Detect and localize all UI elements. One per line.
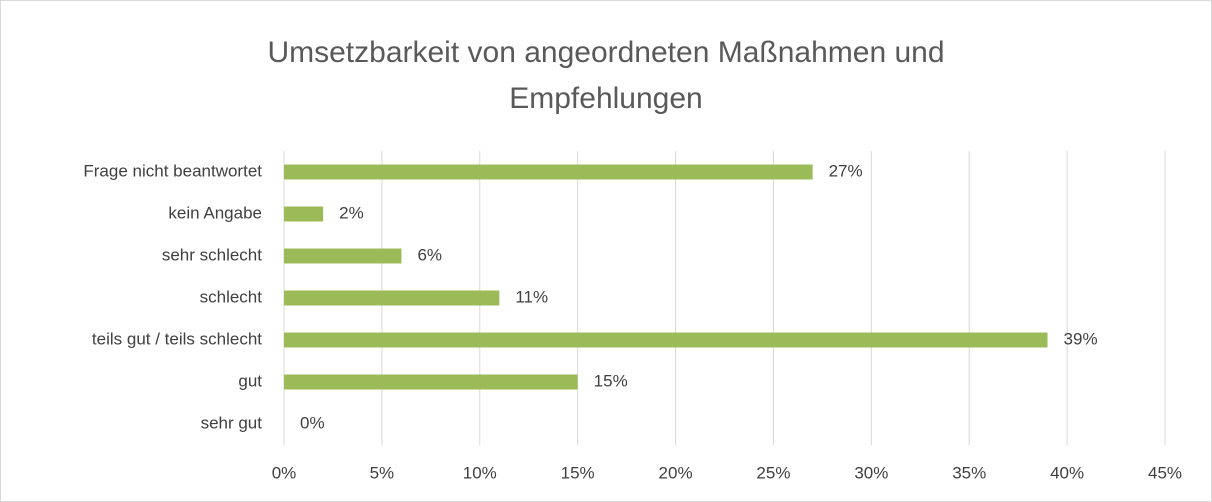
- x-tick-label: 25%: [756, 463, 790, 482]
- y-tick-label: sehr schlecht: [162, 245, 262, 264]
- y-tick-label: teils gut / teils schlecht: [92, 329, 262, 348]
- x-tick-label: 35%: [952, 463, 986, 482]
- x-tick-label: 10%: [463, 463, 497, 482]
- y-tick-label: sehr gut: [201, 413, 263, 432]
- data-label: 39%: [1064, 329, 1098, 348]
- y-tick-label: schlecht: [200, 287, 263, 306]
- data-label: 6%: [417, 245, 442, 264]
- x-tick-label: 30%: [854, 463, 888, 482]
- bar: [284, 374, 578, 390]
- bar: [284, 290, 500, 306]
- bar: [284, 332, 1048, 348]
- y-tick-label: kein Angabe: [168, 203, 262, 222]
- chart-title: Umsetzbarkeit von angeordneten Maßnahmen…: [267, 36, 945, 115]
- data-label: 15%: [594, 371, 628, 390]
- x-tick-label: 15%: [561, 463, 595, 482]
- x-tick-label: 20%: [659, 463, 693, 482]
- data-label: 27%: [829, 161, 863, 180]
- x-tick-label: 0%: [272, 463, 297, 482]
- y-tick-label: Frage nicht beantwortet: [83, 161, 262, 180]
- x-tick-label: 45%: [1148, 463, 1182, 482]
- data-label: 11%: [515, 287, 548, 306]
- data-label: 0%: [300, 413, 325, 432]
- y-tick-label: gut: [238, 371, 262, 390]
- bar: [284, 206, 324, 222]
- bar: [284, 164, 813, 180]
- x-tick-label: 40%: [1050, 463, 1084, 482]
- bar: [284, 248, 402, 264]
- data-label: 2%: [339, 203, 364, 222]
- x-tick-label: 5%: [370, 463, 395, 482]
